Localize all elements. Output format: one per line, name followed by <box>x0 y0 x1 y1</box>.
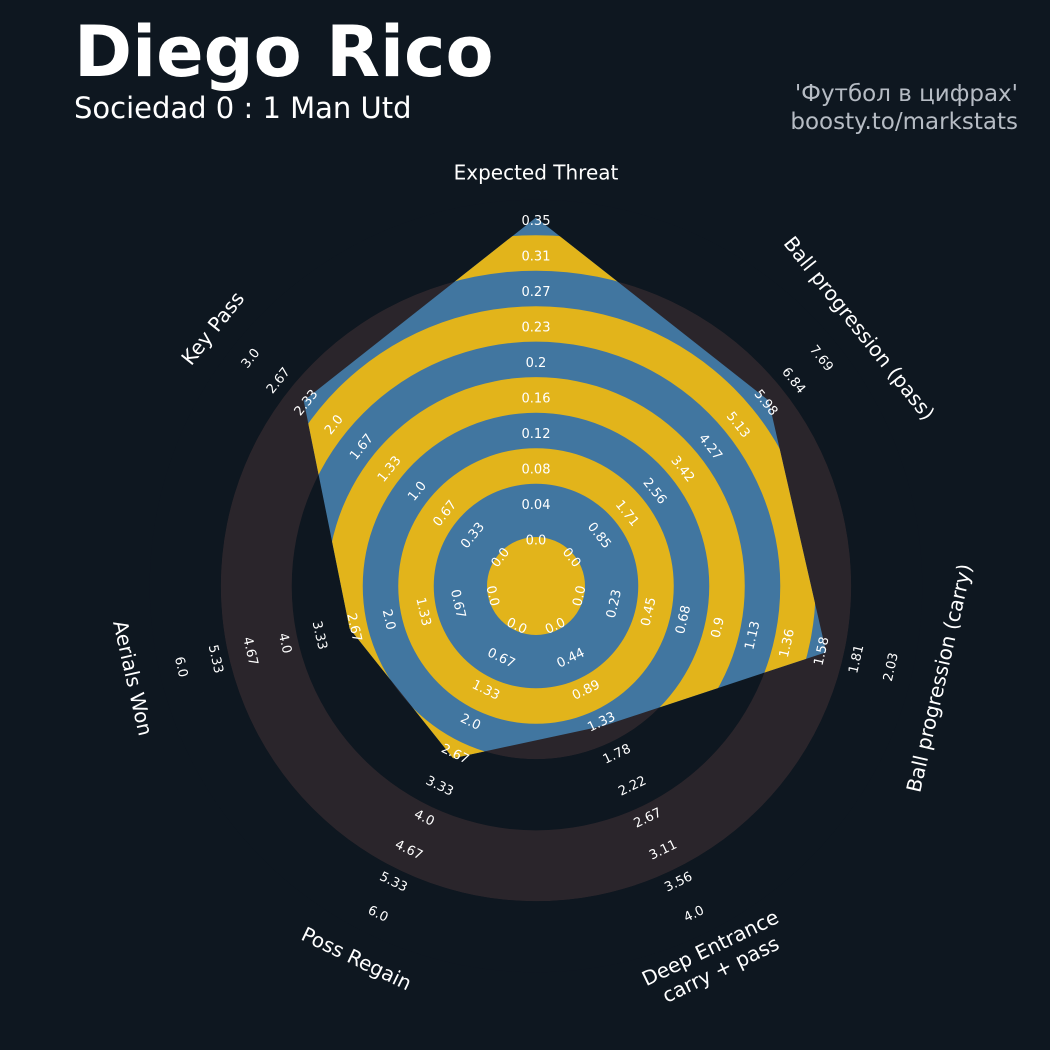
axis-label-line: Aerials Won <box>108 618 158 738</box>
tick-label: 0.04 <box>522 498 551 513</box>
tick-label: 0.9 <box>709 616 728 640</box>
tick-label: 1.13 <box>742 620 763 652</box>
tick-label: 5.33 <box>205 643 226 675</box>
tick-label: 0.23 <box>522 321 551 336</box>
credit-line-2: boosty.to/markstats <box>790 109 1018 135</box>
tick-label: 3.33 <box>309 620 330 652</box>
page-title: Diego Rico <box>74 11 494 93</box>
tick-label: 2.0 <box>379 608 398 632</box>
tick-label: 1.58 <box>812 636 833 668</box>
tick-label: 4.67 <box>239 636 260 668</box>
tick-label: 0.45 <box>639 596 660 628</box>
tick-label: 1.33 <box>412 596 433 628</box>
credit-line-1: 'Футбол в цифрах' <box>794 81 1018 107</box>
tick-label: 1.36 <box>777 628 798 660</box>
axis-label: Aerials Won <box>108 618 158 738</box>
tick-label: 0.0 <box>482 584 501 608</box>
tick-label: 0.35 <box>522 214 551 229</box>
axis-label: Expected Threat <box>454 161 619 185</box>
tick-label: 6.0 <box>171 655 190 679</box>
tick-label: 1.81 <box>846 643 867 675</box>
tick-label: 0.68 <box>673 604 694 636</box>
match-subtitle: Sociedad 0 : 1 Man Utd <box>74 91 412 125</box>
tick-label: 0.0 <box>570 584 589 608</box>
tick-label: 0.12 <box>522 427 551 442</box>
tick-label: 2.03 <box>881 651 902 683</box>
polygon-inner-core <box>487 537 585 635</box>
tick-label: 0.0 <box>526 534 547 549</box>
radar-polygon-layer <box>303 217 827 759</box>
tick-label: 0.16 <box>522 392 551 407</box>
tick-label: 0.08 <box>522 463 551 478</box>
tick-label: 2.67 <box>343 612 364 644</box>
tick-label: 0.2 <box>526 356 547 371</box>
tick-label: 0.67 <box>447 588 468 620</box>
tick-label: 0.27 <box>522 285 551 300</box>
axis-label-line: Expected Threat <box>454 161 619 185</box>
tick-label: 0.31 <box>522 250 551 265</box>
tick-label: 0.23 <box>604 588 625 620</box>
tick-label: 4.0 <box>275 632 294 656</box>
